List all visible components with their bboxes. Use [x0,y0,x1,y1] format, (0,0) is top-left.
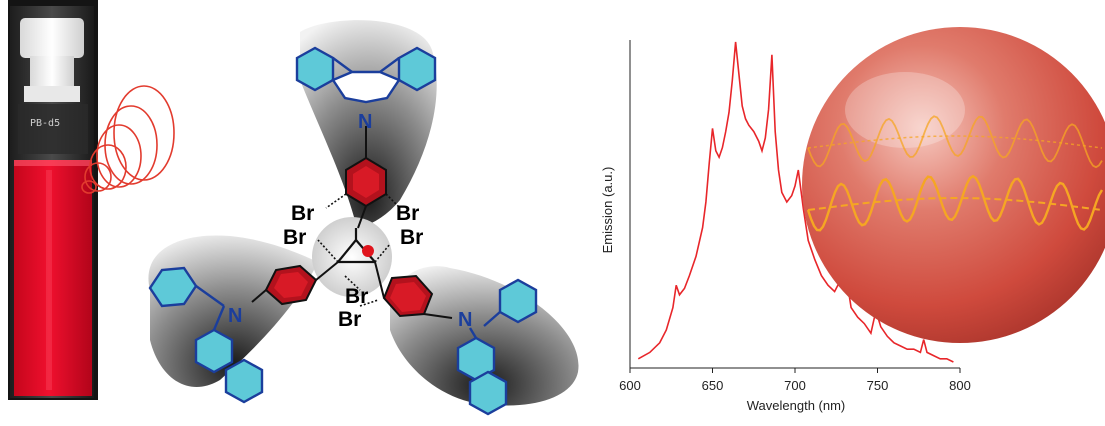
carbazole-right [456,278,538,416]
n-label: N [228,305,242,327]
br-label: Br [338,308,361,331]
br-label: Br [396,202,419,225]
n-label: N [458,309,472,331]
spectrum-series-line [637,41,954,363]
x-tick-label: 750 [867,378,889,393]
carbazole-left [148,266,264,404]
br-label: Br [291,202,314,225]
microsphere [802,27,1105,343]
cuvette-label: PB-d5 [30,118,60,129]
x-axis-title: Wavelength (nm) [747,398,846,413]
x-tick-label: 650 [702,378,724,393]
core-halo [312,217,392,297]
n-label: N [358,111,372,133]
center-dot [362,245,374,257]
y-axis-title: Emission (a.u.) [600,167,615,254]
emission-spectrum-chart: 600 650 700 750 800 Wavelength (nm) Emission… [600,40,971,413]
x-tick-label: 600 [619,378,641,393]
x-tick-label: 800 [949,378,971,393]
whispering-gallery-envelope-lower [807,197,1103,211]
br-label: Br [345,285,368,308]
br-label: Br [400,226,423,249]
central-core [337,228,376,264]
whispering-gallery-envelope-upper [807,135,1103,149]
x-tick-label: 700 [784,378,806,393]
molecule-structure: Br Br Br Br Br Br N N N [148,20,579,416]
whispering-gallery-wave-upper [807,115,1103,169]
emission-spiral [81,85,175,194]
whispering-gallery-wave-lower [806,174,1104,232]
cuvette-photo: PB-d5 [8,0,98,400]
br-label: Br [283,226,306,249]
carbazole-top [295,46,437,104]
